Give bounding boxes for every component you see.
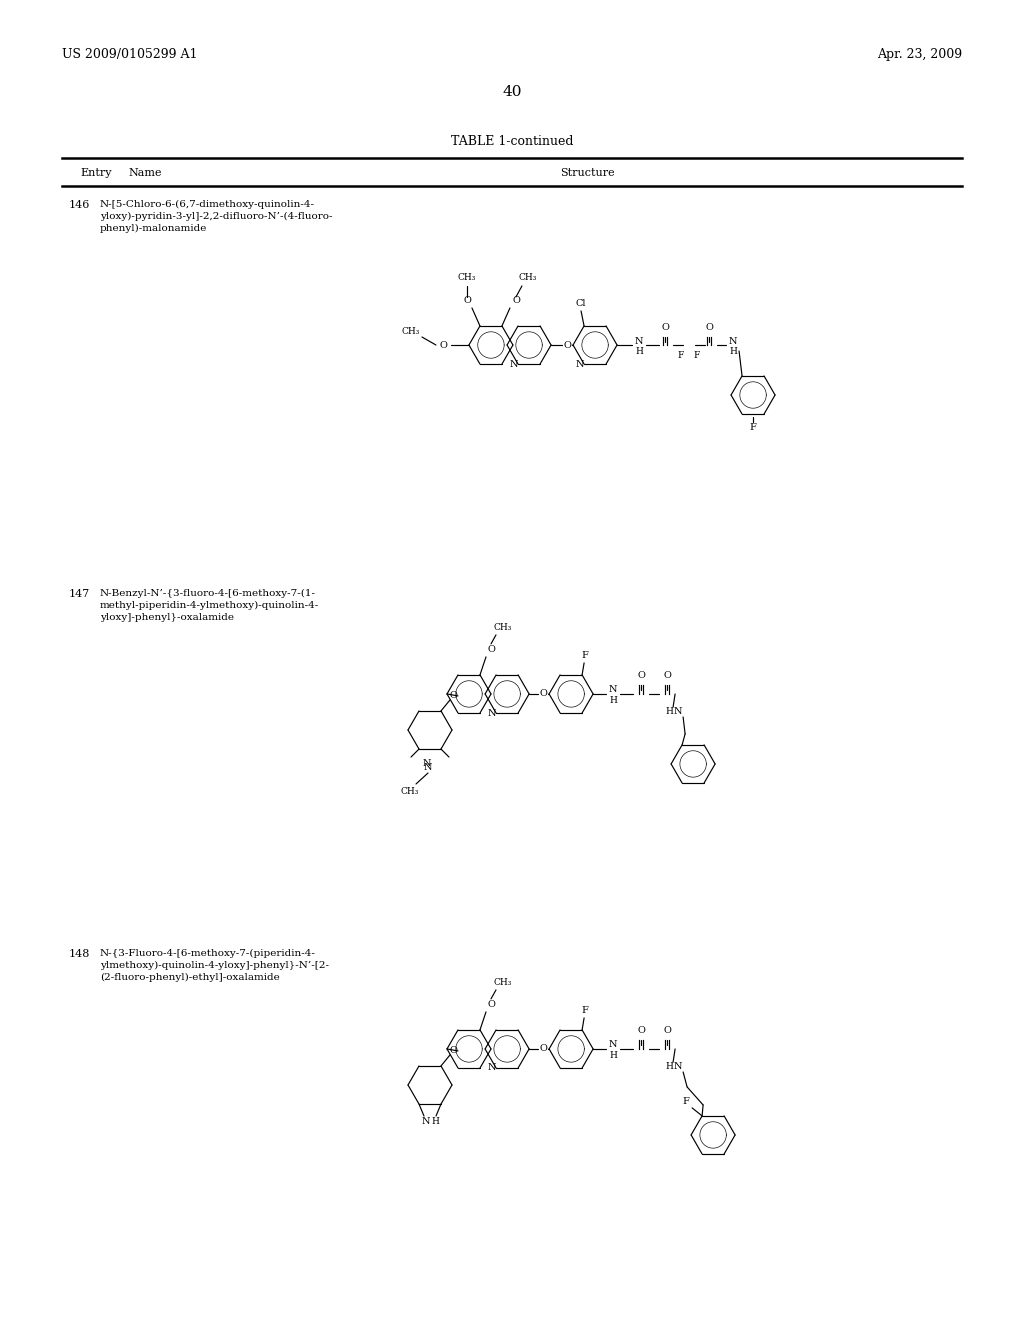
Text: F: F (582, 651, 589, 660)
Text: N: N (729, 337, 737, 346)
Text: N-[5-Chloro-6-(6,7-dimethoxy-quinolin-4-: N-[5-Chloro-6-(6,7-dimethoxy-quinolin-4- (100, 201, 315, 209)
Text: 40: 40 (502, 84, 522, 99)
Text: N: N (422, 1117, 430, 1126)
Text: O: O (450, 1047, 457, 1056)
Text: yloxy)-pyridin-3-yl]-2,2-difluoro-N’-(4-fluoro-: yloxy)-pyridin-3-yl]-2,2-difluoro-N’-(4-… (100, 213, 333, 222)
Text: H: H (609, 1052, 617, 1060)
Text: O: O (487, 645, 495, 655)
Text: 147: 147 (69, 589, 90, 599)
Text: Cl: Cl (575, 300, 587, 309)
Text: O: O (664, 1027, 671, 1035)
Text: O: O (439, 341, 446, 350)
Text: Structure: Structure (560, 168, 614, 178)
Text: F: F (750, 422, 757, 432)
Text: O: O (540, 689, 547, 698)
Text: O: O (540, 1044, 547, 1053)
Text: O: O (664, 672, 671, 680)
Text: N-Benzyl-N’-{3-fluoro-4-[6-methoxy-7-(1-: N-Benzyl-N’-{3-fluoro-4-[6-methoxy-7-(1- (100, 589, 316, 598)
Text: 148: 148 (69, 949, 90, 960)
Text: H: H (729, 347, 737, 356)
Text: N: N (424, 763, 432, 771)
Text: CH₃: CH₃ (400, 788, 419, 796)
Text: 146: 146 (69, 201, 90, 210)
Text: F: F (683, 1097, 689, 1106)
Text: CH₃: CH₃ (519, 273, 538, 282)
Text: O: O (512, 297, 520, 305)
Text: O: O (487, 1001, 495, 1010)
Text: N: N (674, 1063, 682, 1072)
Text: Apr. 23, 2009: Apr. 23, 2009 (877, 48, 962, 61)
Text: O: O (662, 322, 669, 331)
Text: N: N (674, 708, 682, 717)
Text: phenyl)-malonamide: phenyl)-malonamide (100, 224, 208, 234)
Text: H: H (666, 708, 673, 717)
Text: US 2009/0105299 A1: US 2009/0105299 A1 (62, 48, 198, 61)
Text: CH₃: CH₃ (458, 273, 476, 282)
Text: N: N (635, 337, 643, 346)
Text: methyl-piperidin-4-ylmethoxy)-quinolin-4-: methyl-piperidin-4-ylmethoxy)-quinolin-4… (100, 601, 319, 610)
Text: O: O (706, 322, 713, 331)
Text: (2-fluoro-phenyl)-ethyl]-oxalamide: (2-fluoro-phenyl)-ethyl]-oxalamide (100, 973, 280, 982)
Text: yloxy]-phenyl}-oxalamide: yloxy]-phenyl}-oxalamide (100, 612, 234, 622)
Text: N: N (510, 359, 518, 368)
Text: CH₃: CH₃ (401, 326, 420, 335)
Text: ylmethoxy)-quinolin-4-yloxy]-phenyl}-N’-[2-: ylmethoxy)-quinolin-4-yloxy]-phenyl}-N’-… (100, 961, 329, 970)
Text: N: N (575, 359, 585, 368)
Text: CH₃: CH₃ (494, 978, 512, 987)
Text: O: O (450, 692, 457, 701)
Text: H: H (431, 1117, 439, 1126)
Text: Entry: Entry (80, 168, 112, 178)
Text: TABLE 1-continued: TABLE 1-continued (451, 135, 573, 148)
Text: H: H (635, 347, 643, 356)
Text: N: N (609, 685, 617, 694)
Text: N: N (487, 1064, 497, 1072)
Text: O: O (637, 1027, 645, 1035)
Text: N: N (487, 709, 497, 718)
Text: O: O (563, 341, 571, 350)
Text: F: F (582, 1006, 589, 1015)
Text: Name: Name (128, 168, 162, 178)
Text: F: F (694, 351, 700, 359)
Text: N: N (609, 1040, 617, 1049)
Text: O: O (637, 672, 645, 680)
Text: O: O (463, 297, 471, 305)
Text: H: H (609, 697, 617, 705)
Text: H: H (666, 1063, 673, 1072)
Text: CH₃: CH₃ (494, 623, 512, 632)
Text: F: F (678, 351, 684, 359)
Text: N-{3-Fluoro-4-[6-methoxy-7-(piperidin-4-: N-{3-Fluoro-4-[6-methoxy-7-(piperidin-4- (100, 949, 315, 958)
Text: N: N (423, 759, 431, 768)
